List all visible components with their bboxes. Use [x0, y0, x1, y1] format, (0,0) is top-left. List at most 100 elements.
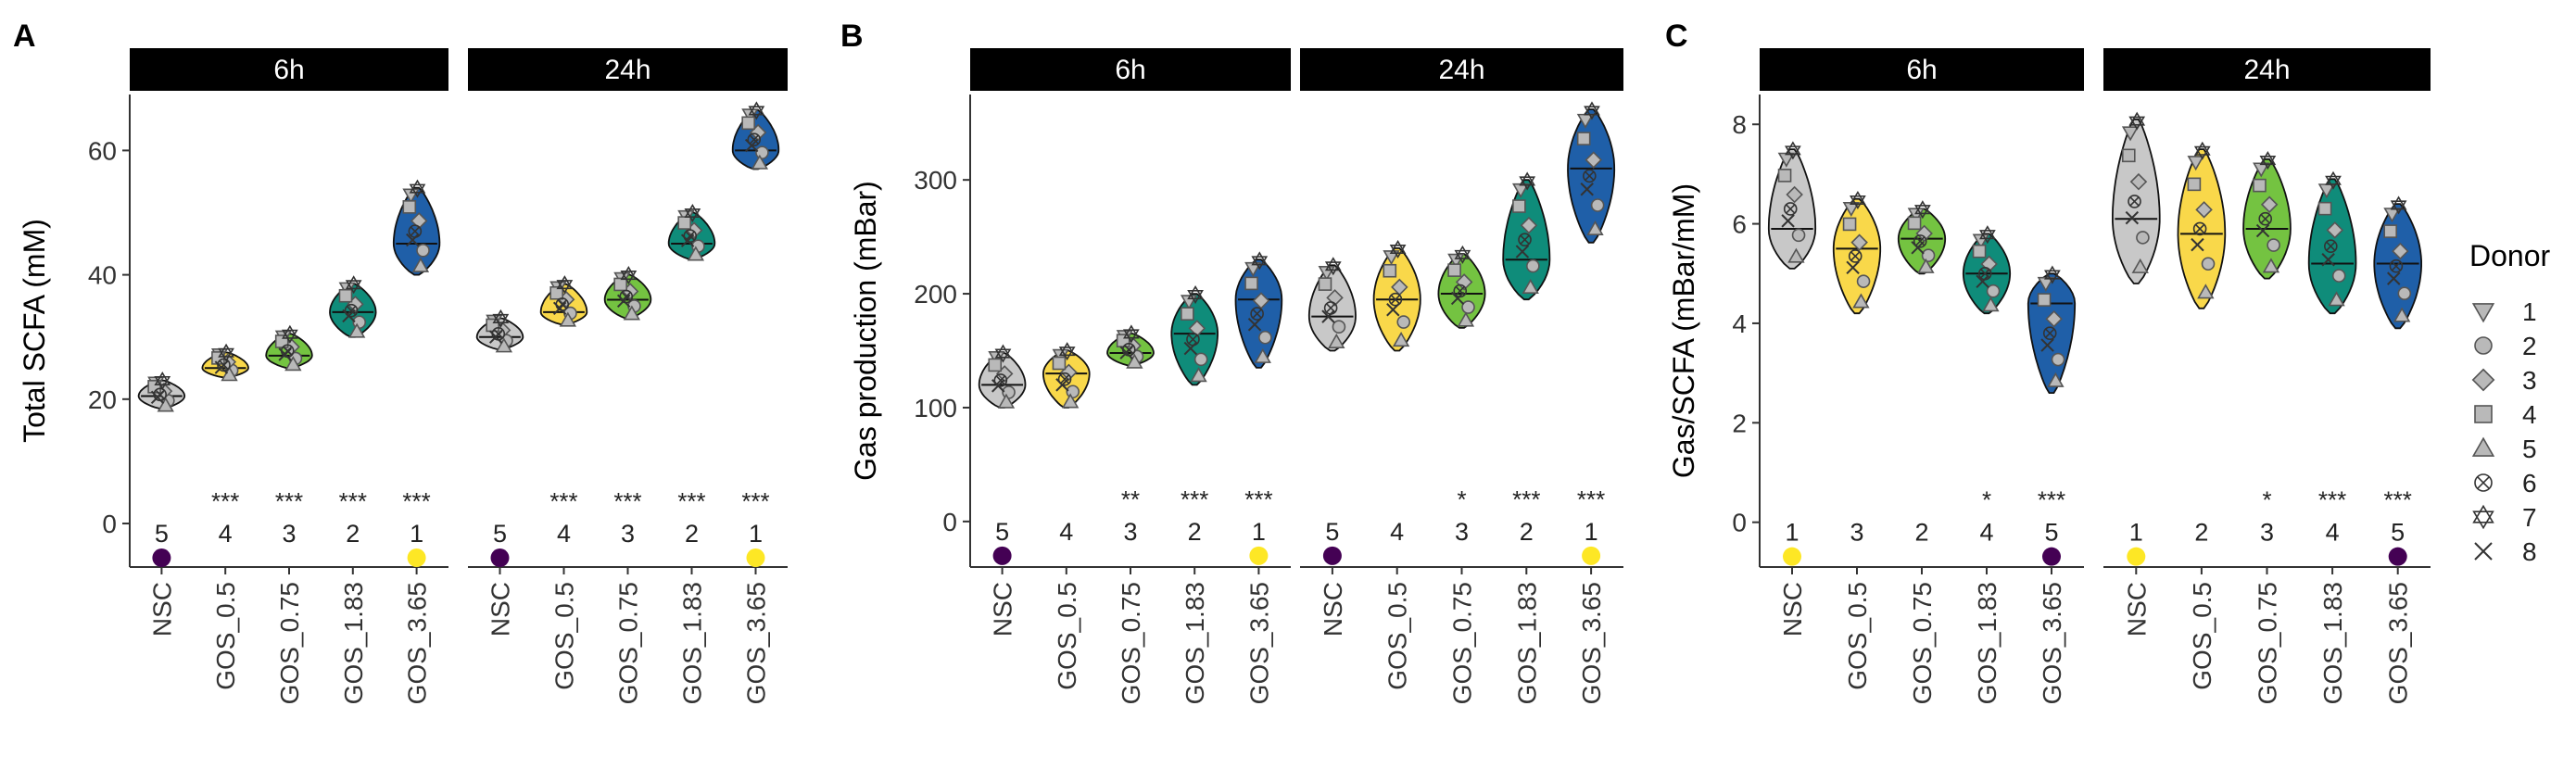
rank-label: 3: [1455, 518, 1469, 546]
donor-point-5: [2197, 284, 2215, 299]
x-tick-label: GOS_1.83: [1181, 582, 1209, 704]
donor-point-5: [284, 356, 302, 372]
donor-point-8: [616, 294, 631, 308]
x-tick-label: GOS_0.5: [211, 582, 240, 690]
violin-group-GOS_0.5: *** 4 GOS_0.5: [539, 275, 588, 690]
rank-dot: [2127, 547, 2146, 566]
donor-point-2: [1396, 315, 1411, 329]
x-tick-label: GOS_1.83: [2318, 582, 2347, 704]
violin-group-NSC: 5 NSC: [1307, 257, 1357, 637]
x-tick-label: GOS_3.65: [742, 582, 771, 704]
violin: [2177, 148, 2227, 309]
donor-point-8: [2255, 223, 2270, 238]
donor-point-8: [1386, 303, 1400, 317]
donor-point-4: [1972, 244, 1987, 258]
donor-point-2: [1258, 330, 1272, 345]
x-tick-label: GOS_0.75: [1908, 582, 1937, 704]
rank-dot: [407, 548, 426, 568]
violin: [1502, 179, 1551, 301]
donor-point-5: [1392, 332, 1410, 347]
donor-point-8: [991, 379, 1005, 393]
panel-b: 0 100 200 300 Gas production (mBar) 6h 5 NSC 4 GO…: [849, 48, 1623, 704]
donor-point-6: [993, 373, 1008, 387]
donor-point-8: [744, 138, 759, 153]
significance-label: ***: [1512, 485, 1540, 513]
legend-item-3: 3: [2471, 366, 2537, 395]
donor-point-1: [1383, 250, 1400, 266]
triangle-up-icon: [2471, 436, 2495, 457]
donor-point-3: [2392, 242, 2409, 260]
x-tick-label: GOS_0.5: [1053, 582, 1081, 690]
donor-point-5: [1852, 293, 1870, 309]
rank-label: 1: [1252, 518, 1266, 546]
panel-c: 0 2 4 6 8 Gas/SCFA (mBar/mM) 6h 1 NSC 3 GOS_0.5 2 GO…: [1667, 48, 2431, 704]
facet-24h: 24h 5 NSC *** 4 GOS_0.5 *** 3 GOS_0.75 *** 2 GOS_1.…: [468, 48, 788, 704]
y-tick-label: 300: [914, 166, 957, 195]
legend-label: 2: [2522, 332, 2537, 360]
donor-point-5: [623, 305, 641, 321]
donor-point-3: [1455, 273, 1473, 291]
donor-point-6: [1250, 307, 1264, 321]
x-tick-label: NSC: [989, 582, 1017, 637]
rank-label: 1: [410, 520, 423, 548]
facet-strip: [2103, 48, 2431, 91]
donor-point-5: [997, 393, 1016, 409]
significance-label: ***: [339, 487, 367, 515]
donor-point-3: [1850, 233, 1868, 251]
donor-point-2: [2201, 257, 2216, 271]
legend-label: 4: [2522, 400, 2537, 429]
donor-point-4: [338, 288, 353, 303]
facet-6h: 6h5NSC4GOS_0.5**3GOS_0.75***2GOS_1.83***…: [970, 48, 1291, 704]
violin-group-NSC: 1 NSC: [2111, 111, 2161, 637]
legend-item-2: 2: [2474, 332, 2537, 360]
donor-point-5: [221, 366, 238, 382]
rank-dot: [1249, 546, 1269, 565]
violin-group-GOS_0.75: *** 3 GOS_0.75: [265, 324, 313, 704]
violin-group-GOS_0.5: *** 4 GOS_0.5: [201, 343, 249, 690]
donor-point-3: [2195, 201, 2213, 219]
x-tick-label: GOS_1.83: [1512, 582, 1541, 704]
donor-point-5: [1190, 367, 1207, 383]
rank-dot: [992, 546, 1012, 565]
violin: [1767, 148, 1817, 270]
facet-6h: 6h 1 NSC 3 GOS_0.5 2 GOS_0.75 * 4 GOS_1.83 *** 5 GOS…: [1760, 48, 2084, 704]
donor-point-7: [1324, 257, 1342, 276]
violin: [2307, 178, 2357, 315]
donor-point-7: [345, 275, 362, 295]
violin-group-GOS_0.75: *** 3 GOS_0.75: [603, 266, 652, 704]
legend-item-8: 8: [2474, 537, 2537, 566]
donor-point-7: [1584, 101, 1600, 120]
x-tick-label: GOS_0.75: [275, 582, 304, 704]
donor-point-8: [1119, 346, 1133, 359]
violin-group-GOS_3.65: *** 5 GOS_3.65: [2027, 265, 2077, 704]
legend-label: 7: [2522, 503, 2537, 532]
violin-group-GOS_3.65: *** 1 GOS_3.65: [1567, 101, 1616, 704]
donor-point-3: [2129, 172, 2148, 191]
facet-label: 24h: [1438, 55, 1484, 85]
donor-point-7: [2390, 195, 2407, 215]
violin-group-GOS_0.75: * 3 GOS_0.75: [1437, 245, 1486, 704]
x-tick-label: GOS_0.75: [1448, 582, 1477, 704]
violin: [1437, 253, 1486, 329]
donor-point-7: [492, 309, 510, 328]
donor-point-8: [1247, 318, 1262, 332]
rank-label: 3: [621, 520, 635, 548]
rank-dot: [152, 548, 171, 568]
triangle-down-icon: [2471, 303, 2495, 323]
donor-point-4: [1777, 169, 1792, 183]
violin-group-NSC: 5 NSC: [137, 371, 186, 637]
donor-point-5: [2047, 372, 2065, 387]
donor-point-7: [2128, 111, 2146, 131]
panel-letter-b: B: [840, 19, 864, 54]
donor-point-6: [2128, 195, 2141, 208]
violin: [2111, 118, 2161, 284]
rank-label: 2: [1520, 518, 1534, 546]
violin: [1832, 197, 1882, 315]
violin: [1307, 264, 1357, 352]
violin-group-GOS_0.5: 3 GOS_0.5: [1832, 190, 1882, 690]
donor-point-4: [2037, 293, 2052, 307]
violin-group-GOS_3.65: *** 1 GOS_3.65: [1234, 251, 1283, 704]
circle-cross-icon: [2474, 473, 2493, 492]
donor-point-8: [1911, 241, 1925, 255]
